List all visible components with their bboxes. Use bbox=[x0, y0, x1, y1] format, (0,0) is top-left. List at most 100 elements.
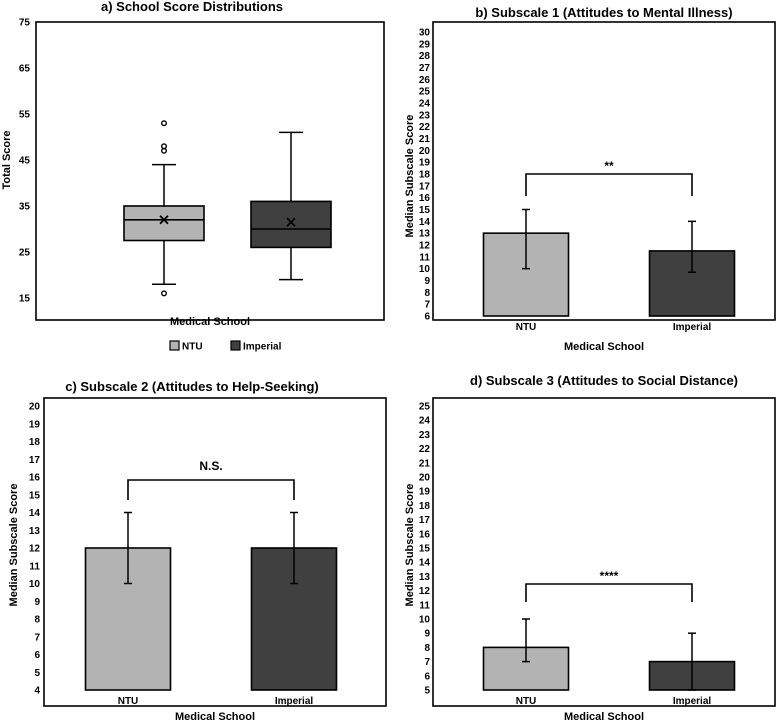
x-axis-label: Medical School bbox=[175, 711, 255, 723]
y-tick-label: 15 bbox=[29, 490, 41, 501]
y-tick-label: 10 bbox=[419, 264, 431, 275]
x-tick-label: Imperial bbox=[275, 696, 314, 707]
y-tick-label: 15 bbox=[19, 294, 31, 305]
significance-label: **** bbox=[600, 569, 619, 583]
y-tick-label: 22 bbox=[419, 444, 431, 455]
y-tick-label: 20 bbox=[29, 402, 41, 413]
y-tick-label: 28 bbox=[419, 51, 431, 62]
significance-label: N.S. bbox=[199, 459, 222, 473]
y-tick-label: 20 bbox=[419, 146, 431, 157]
y-tick-label: 27 bbox=[419, 63, 431, 74]
y-tick-label: 19 bbox=[419, 487, 431, 498]
y-tick-label: 23 bbox=[419, 430, 431, 441]
y-axis-label: Median Subscale Score bbox=[404, 115, 416, 238]
y-tick-label: 11 bbox=[419, 252, 430, 263]
y-tick-label: 14 bbox=[29, 508, 41, 519]
x-axis-label: Medical School bbox=[170, 316, 250, 328]
x-tick-label: Imperial bbox=[673, 696, 712, 707]
y-tick-label: 5 bbox=[424, 686, 430, 697]
y-tick-label: 15 bbox=[419, 544, 431, 555]
y-tick-label: 25 bbox=[419, 87, 431, 98]
legend-swatch-imperial bbox=[230, 340, 241, 351]
x-tick-label: NTU bbox=[516, 696, 537, 707]
significance-bracket bbox=[525, 173, 693, 196]
panel-a-box-plot: a) School Score Distributions Medical Sch… bbox=[1, 0, 385, 328]
y-tick-label: 26 bbox=[419, 75, 431, 86]
y-tick-label: 21 bbox=[419, 134, 431, 145]
mean-marker bbox=[286, 217, 296, 227]
panel-b-bar-chart: b) Subscale 1 (Attitudes to Mental Illne… bbox=[404, 5, 776, 353]
y-tick-label: 12 bbox=[29, 544, 41, 555]
x-tick-label: NTU bbox=[118, 696, 139, 707]
chart-title: c) Subscale 2 (Attitudes to Help-Seeking… bbox=[65, 379, 319, 394]
y-tick-label: 30 bbox=[419, 28, 431, 39]
y-tick-label: 9 bbox=[424, 629, 430, 640]
box-ntu bbox=[123, 205, 205, 242]
plot-frame bbox=[432, 397, 776, 707]
y-tick-label: 6 bbox=[34, 650, 40, 661]
y-tick-label: 55 bbox=[19, 110, 31, 121]
y-tick-label: 5 bbox=[34, 668, 40, 679]
y-tick-label: 17 bbox=[29, 455, 41, 466]
y-tick-label: 7 bbox=[424, 657, 430, 668]
outlier-point bbox=[160, 143, 167, 150]
box-imperial bbox=[250, 200, 332, 249]
y-tick-label: 20 bbox=[419, 473, 431, 484]
y-tick-label: 17 bbox=[419, 515, 431, 526]
panel-c-bar-chart: c) Subscale 2 (Attitudes to Help-Seeking… bbox=[8, 379, 387, 723]
y-tick-label: 19 bbox=[419, 158, 431, 169]
y-tick-label: 7 bbox=[424, 300, 430, 311]
y-tick-label: 16 bbox=[419, 193, 431, 204]
legend: NTU Imperial bbox=[169, 340, 282, 353]
y-axis-label: Median Subscale Score bbox=[8, 484, 20, 607]
y-tick-label: 8 bbox=[424, 643, 430, 654]
panel-d-bar-chart: d) Subscale 3 (Attitudes to Social Dista… bbox=[404, 373, 776, 723]
y-tick-label: 11 bbox=[29, 561, 40, 572]
mean-marker bbox=[159, 215, 169, 225]
y-tick-label: 45 bbox=[19, 156, 31, 167]
y-tick-label: 9 bbox=[34, 597, 40, 608]
y-tick-label: 12 bbox=[419, 241, 431, 252]
y-tick-label: 29 bbox=[419, 39, 431, 50]
x-tick-label: Imperial bbox=[673, 322, 712, 333]
y-tick-label: 11 bbox=[419, 600, 430, 611]
chart-title: b) Subscale 1 (Attitudes to Mental Illne… bbox=[475, 5, 732, 20]
significance-bracket bbox=[127, 479, 295, 500]
x-axis-label: Medical School bbox=[564, 341, 644, 353]
y-tick-label: 13 bbox=[419, 229, 431, 240]
y-tick-label: 10 bbox=[419, 615, 431, 626]
y-tick-label: 75 bbox=[19, 18, 31, 29]
y-tick-label: 18 bbox=[419, 170, 431, 181]
y-tick-label: 22 bbox=[419, 122, 431, 133]
outlier-point bbox=[160, 120, 167, 127]
plot-frame bbox=[43, 397, 387, 707]
y-tick-label: 35 bbox=[19, 202, 31, 213]
y-tick-label: 14 bbox=[419, 558, 431, 569]
chart-title: a) School Score Distributions bbox=[101, 0, 283, 14]
y-tick-label: 23 bbox=[419, 110, 431, 121]
y-tick-label: 7 bbox=[34, 632, 40, 643]
y-tick-label: 16 bbox=[419, 529, 431, 540]
y-tick-label: 13 bbox=[419, 572, 431, 583]
y-tick-label: 18 bbox=[29, 437, 41, 448]
x-tick-label: NTU bbox=[516, 322, 537, 333]
outlier-point bbox=[160, 290, 167, 297]
plot-frame bbox=[35, 21, 385, 321]
y-tick-label: 8 bbox=[424, 288, 430, 299]
y-tick-label: 19 bbox=[29, 419, 41, 430]
y-tick-label: 12 bbox=[419, 586, 431, 597]
significance-label: ** bbox=[604, 159, 614, 173]
y-tick-label: 9 bbox=[424, 276, 430, 287]
y-tick-label: 8 bbox=[34, 615, 40, 626]
chart-title: d) Subscale 3 (Attitudes to Social Dista… bbox=[470, 373, 738, 388]
y-tick-label: 25 bbox=[419, 402, 431, 413]
y-tick-label: 13 bbox=[29, 526, 41, 537]
y-tick-label: 6 bbox=[424, 312, 430, 323]
significance-bracket bbox=[525, 583, 693, 602]
y-axis-label: Median Subscale Score bbox=[404, 484, 416, 607]
x-axis-label: Medical School bbox=[564, 711, 644, 723]
y-tick-label: 24 bbox=[419, 416, 431, 427]
y-tick-label: 18 bbox=[419, 501, 431, 512]
y-tick-label: 25 bbox=[19, 248, 31, 259]
